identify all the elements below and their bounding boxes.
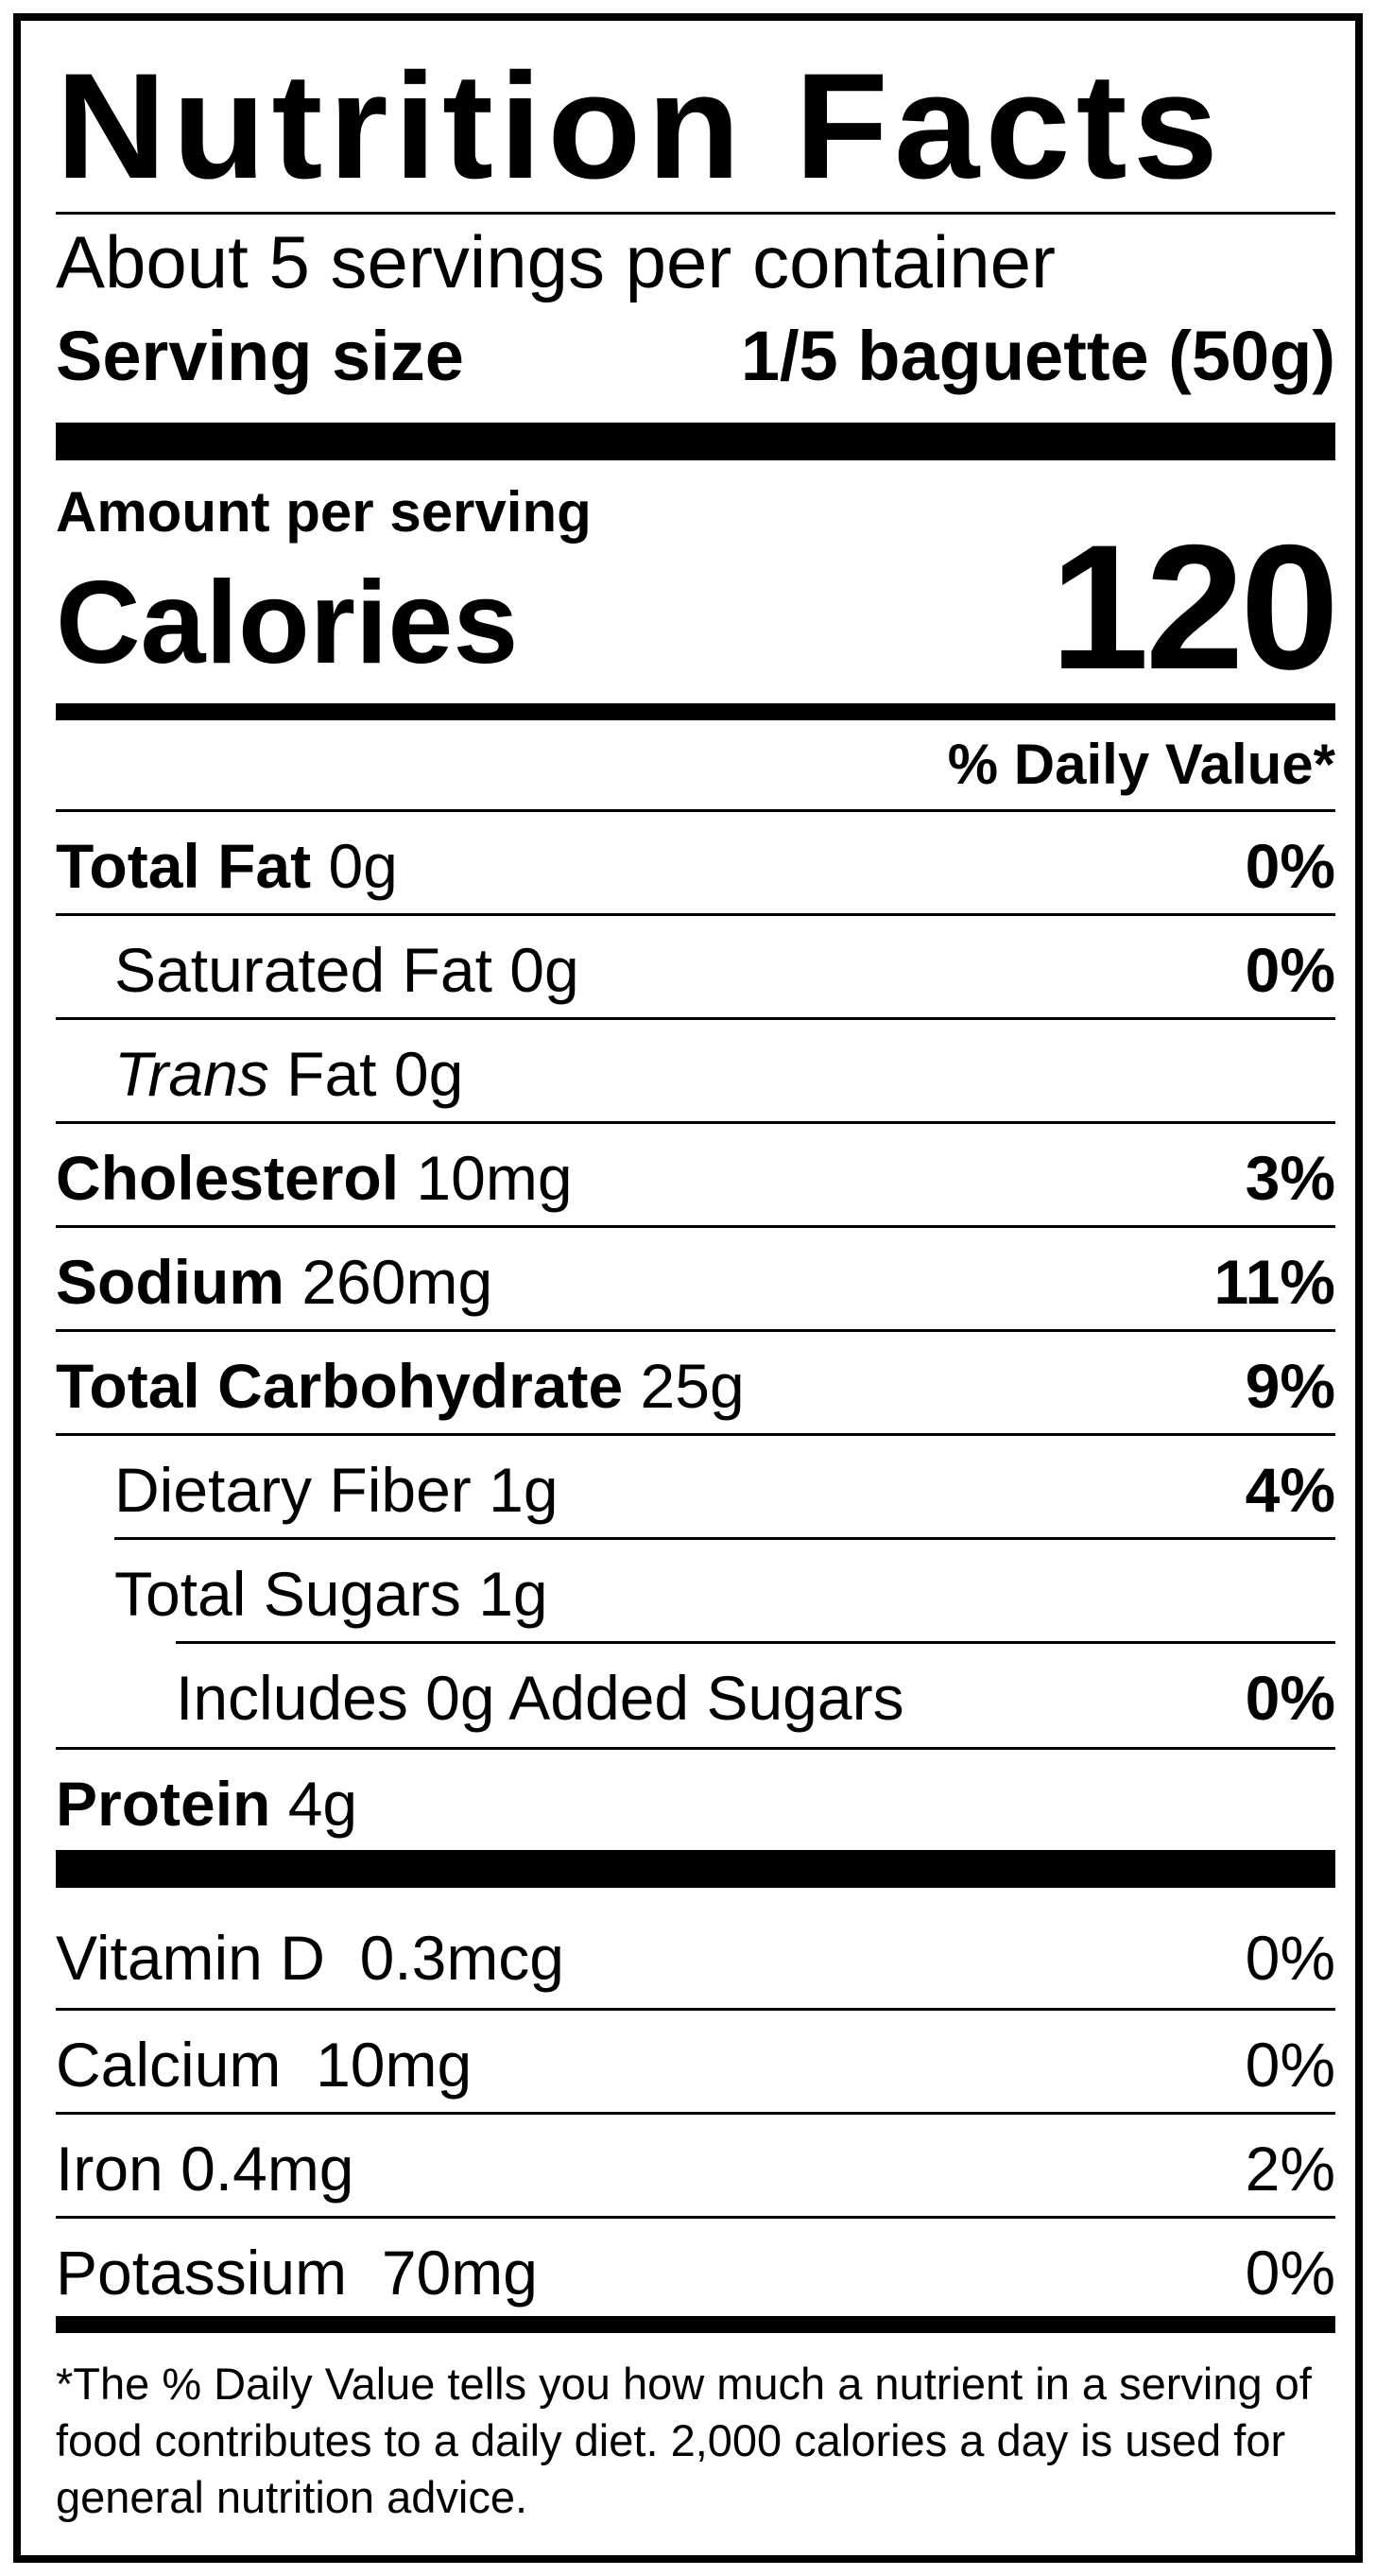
nutrient-dv: 0%: [1245, 831, 1335, 901]
vitamin-row-potassium: Potassium 70mg 0%: [56, 2220, 1335, 2322]
nutrient-name: Saturated Fat 0g: [114, 935, 579, 1005]
nutrient-name: Dietary Fiber 1g: [114, 1455, 559, 1525]
nutrient-name: Trans Fat 0g: [114, 1039, 464, 1109]
divider: [176, 1641, 1335, 1644]
nutrient-row-total-fat: Total Fat 0g 0%: [56, 813, 1335, 915]
nutrient-name: Protein 4g: [56, 1769, 358, 1839]
nutrient-row-trans-fat: Trans Fat 0g: [56, 1021, 1335, 1123]
divider: [56, 212, 1335, 215]
daily-value-header: % Daily Value*: [947, 733, 1335, 796]
divider: [56, 2112, 1335, 2115]
nutrient-dv: 0%: [1245, 1663, 1335, 1733]
divider: [56, 1225, 1335, 1228]
vitamin-row-calcium: Calcium 10mg 0%: [56, 2012, 1335, 2114]
calories-value: 120: [1050, 508, 1339, 706]
nutrient-dv: 4%: [1245, 1455, 1335, 1525]
nutrient-name: Total Carbohydrate 25g: [56, 1351, 745, 1421]
nutrient-dv: 0%: [1245, 935, 1335, 1005]
vitamin-dv: 0%: [1245, 2030, 1335, 2100]
nutrient-dv: 9%: [1245, 1351, 1335, 1421]
medium-divider: [56, 703, 1335, 720]
label-content: Nutrition Facts About 5 servings per con…: [56, 21, 1339, 2555]
nutrient-name: Sodium 260mg: [56, 1247, 493, 1317]
divider: [56, 913, 1335, 916]
nutrition-facts-label: Nutrition Facts About 5 servings per con…: [13, 13, 1363, 2563]
serving-size: Serving size 1/5 baguette (50g): [56, 314, 1335, 399]
vitamin-row-vitamin-d: Vitamin D 0.3mcg 0%: [56, 1905, 1335, 2007]
divider: [114, 1537, 1335, 1540]
vitamin-name: Iron 0.4mg: [56, 2134, 354, 2204]
daily-value-footnote: *The % Daily Value tells you how much a …: [56, 2359, 1312, 2522]
amount-per-serving: Amount per serving: [56, 480, 592, 544]
divider: [56, 809, 1335, 812]
vitamin-dv: 0%: [1245, 1923, 1335, 1993]
vitamin-dv: 0%: [1245, 2238, 1335, 2308]
vitamin-name: Vitamin D 0.3mcg: [56, 1923, 565, 1993]
vitamin-row-iron: Iron 0.4mg 2%: [56, 2116, 1335, 2218]
divider: [56, 2008, 1335, 2011]
vitamin-name: Calcium 10mg: [56, 2030, 473, 2100]
serving-size-value: 1/5 baguette (50g): [740, 317, 1335, 395]
thick-divider: [56, 1850, 1335, 1888]
thick-divider: [56, 423, 1335, 460]
nutrient-name: Cholesterol 10mg: [56, 1143, 573, 1213]
divider: [56, 2216, 1335, 2219]
vitamin-name: Potassium 70mg: [56, 2238, 538, 2308]
nutrient-row-dietary-fiber: Dietary Fiber 1g 4%: [56, 1437, 1335, 1539]
nutrient-row-added-sugars: Includes 0g Added Sugars 0%: [56, 1645, 1335, 1747]
nutrient-row-total-carbohydrate: Total Carbohydrate 25g 9%: [56, 1333, 1335, 1435]
serving-size-label: Serving size: [56, 317, 464, 395]
divider: [56, 1329, 1335, 1332]
nutrient-name: Total Sugars 1g: [114, 1559, 548, 1629]
label-title: Nutrition Facts: [56, 42, 1225, 210]
nutrient-dv: 3%: [1245, 1143, 1335, 1213]
servings-per-container: About 5 servings per container: [56, 220, 1056, 303]
nutrient-name: Includes 0g Added Sugars: [176, 1663, 904, 1733]
divider: [56, 1433, 1335, 1436]
nutrient-row-saturated-fat: Saturated Fat 0g 0%: [56, 917, 1335, 1019]
nutrient-row-sodium: Sodium 260mg 11%: [56, 1229, 1335, 1331]
calories-label: Calories: [56, 558, 519, 688]
divider: [56, 1747, 1335, 1750]
medium-divider: [56, 2316, 1335, 2333]
nutrient-name: Total Fat 0g: [56, 831, 398, 901]
nutrient-row-cholesterol: Cholesterol 10mg 3%: [56, 1125, 1335, 1227]
nutrient-row-total-sugars: Total Sugars 1g: [56, 1541, 1335, 1643]
nutrient-dv: 11%: [1213, 1247, 1335, 1317]
divider: [56, 1017, 1335, 1020]
divider: [56, 1121, 1335, 1124]
vitamin-dv: 2%: [1245, 2134, 1335, 2204]
nutrient-row-protein: Protein 4g: [56, 1751, 1335, 1853]
